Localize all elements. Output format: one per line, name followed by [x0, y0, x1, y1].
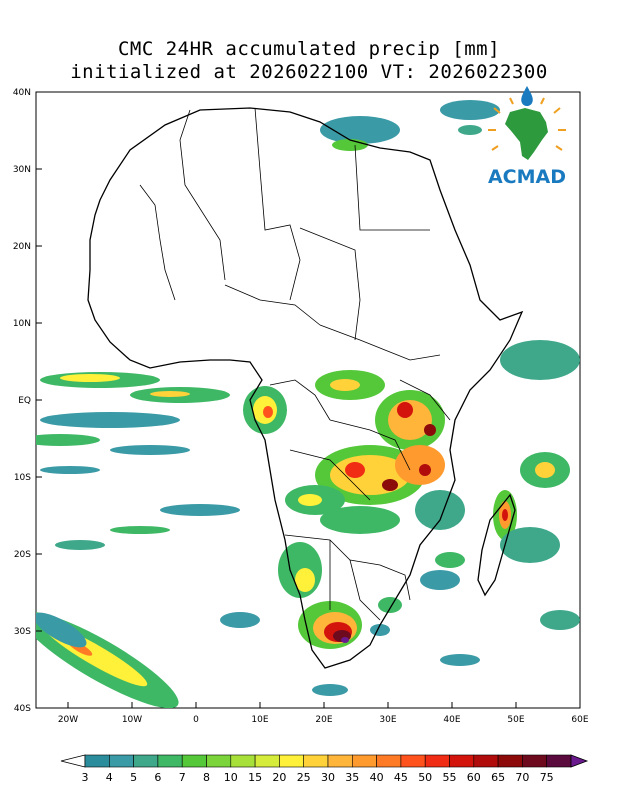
coastlines	[87, 107, 524, 669]
lon-label: 0	[193, 715, 199, 725]
map-title-line1: CMC 24HR accumulated precip [mm]	[117, 38, 501, 60]
colorbar-swatch	[449, 754, 475, 768]
colorbar-swatch	[84, 754, 110, 768]
lon-label: 10E	[251, 715, 268, 725]
colorbar-swatch	[181, 754, 207, 768]
colorbar-label: 4	[106, 771, 113, 784]
colorbar-swatch	[206, 754, 232, 768]
colorbar-swatch	[133, 754, 159, 768]
colorbar-swatch	[327, 754, 353, 768]
colorbar-swatch	[522, 754, 548, 768]
colorbar-swatch	[157, 754, 183, 768]
lon-label: 30E	[379, 715, 396, 725]
colorbar-swatch	[424, 754, 450, 768]
colorbar-swatch	[303, 754, 329, 768]
country-borders	[139, 107, 451, 621]
lat-label: 10S	[14, 473, 31, 483]
lon-label: 20E	[315, 715, 332, 725]
logo-text: ACMAD	[488, 166, 566, 188]
colorbar-label: 8	[203, 771, 210, 784]
colorbar-left-arrow	[60, 754, 86, 768]
colorbar-swatch	[473, 754, 499, 768]
colorbar-label: 30	[321, 771, 335, 784]
colorbar-label: 75	[540, 771, 554, 784]
colorbar-label: 15	[248, 771, 262, 784]
lat-label: 40S	[14, 704, 31, 714]
lon-label: 10W	[122, 715, 142, 725]
colorbar-swatch	[279, 754, 304, 768]
map-title-line2: initialized at 2026022100 VT: 2026022300	[70, 61, 548, 83]
colorbar-swatch	[351, 754, 377, 768]
colorbar-label: 20	[272, 771, 286, 784]
colorbar-swatch	[497, 754, 523, 768]
sun-rays-icon	[488, 97, 566, 151]
colorbar-right-arrow	[570, 754, 589, 768]
water-drop-icon	[521, 86, 533, 106]
colorbar-label: 70	[515, 771, 529, 784]
precip-field	[36, 100, 580, 708]
colorbar-label: 55	[443, 771, 457, 784]
colorbar-swatch	[400, 754, 426, 768]
colorbar-swatch	[230, 754, 256, 768]
lat-labels: 40N 30N 20N 10N EQ 10S 20S 30S 40S	[13, 88, 31, 714]
lat-label: 30S	[14, 627, 31, 637]
map-frame	[35, 91, 581, 709]
africa-map-icon	[505, 108, 548, 160]
lon-label: 20W	[58, 715, 78, 725]
lon-label: 60E	[571, 715, 588, 725]
lat-label: 30N	[13, 165, 31, 175]
colorbar-label: 50	[418, 771, 432, 784]
lat-label: EQ	[18, 396, 31, 406]
colorbar-swatch	[109, 754, 134, 768]
axis-ticks	[36, 91, 581, 709]
acmad-logo: ACMAD	[488, 86, 566, 188]
colorbar-swatch	[376, 754, 402, 768]
colorbar-label: 5	[130, 771, 137, 784]
colorbar-swatch	[254, 754, 280, 768]
lat-label: 10N	[13, 319, 31, 329]
colorbar-label: 7	[179, 771, 186, 784]
colorbar-label: 3	[82, 771, 89, 784]
colorbar-label: 45	[394, 771, 408, 784]
colorbar-label: 60	[467, 771, 481, 784]
colorbar-label: 35	[345, 771, 359, 784]
lon-labels: 20W 10W 0 10E 20E 30E 40E 50E 60E	[58, 715, 589, 725]
colorbar-label: 65	[491, 771, 505, 784]
lon-label: 40E	[443, 715, 460, 725]
colorbar-label: 25	[297, 771, 311, 784]
lat-label: 20N	[13, 242, 31, 252]
colorbar: 3 4 5 6 7 8 10 15 20 25 30 35 40 45 50 55 60 65 70 75	[60, 754, 589, 784]
lon-label: 50E	[507, 715, 524, 725]
lat-label: 40N	[13, 88, 31, 98]
lat-label: 20S	[14, 550, 31, 560]
colorbar-label: 10	[224, 771, 238, 784]
colorbar-swatch	[546, 754, 572, 768]
colorbar-label: 6	[154, 771, 161, 784]
colorbar-label: 40	[370, 771, 384, 784]
